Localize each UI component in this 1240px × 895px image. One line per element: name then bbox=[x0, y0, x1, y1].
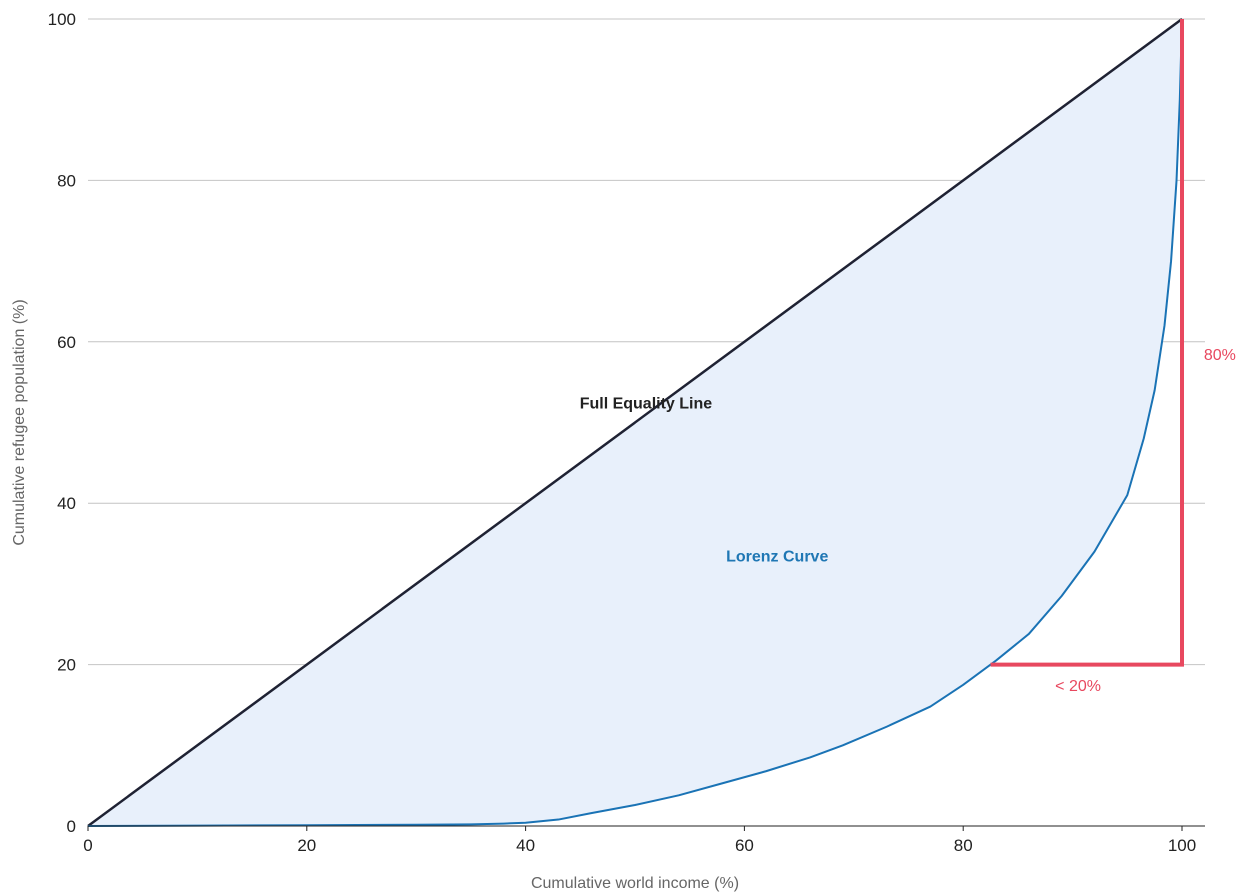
x-tick-label: 20 bbox=[297, 836, 316, 855]
bracket-vertical-label: 80% bbox=[1204, 347, 1236, 364]
annotations: Full Equality Line Lorenz Curve 80% < 20% bbox=[580, 347, 1236, 695]
y-tick-label: 20 bbox=[57, 656, 76, 675]
equality-line bbox=[87, 17, 1183, 828]
equality-line-label: Full Equality Line bbox=[580, 395, 713, 412]
y-tick-label: 60 bbox=[57, 333, 76, 352]
x-tick-label: 80 bbox=[954, 836, 973, 855]
axes: 0 20 40 60 80 100 0 20 40 60 80 100 bbox=[48, 10, 1205, 855]
x-tick-label: 100 bbox=[1168, 836, 1196, 855]
y-tick-label: 80 bbox=[57, 171, 76, 190]
y-tick-label: 0 bbox=[67, 817, 76, 836]
series-lines bbox=[87, 17, 1183, 828]
x-tick-label: 0 bbox=[83, 836, 92, 855]
y-tick-label: 40 bbox=[57, 494, 76, 513]
bracket-line bbox=[990, 19, 1184, 667]
x-tick-label: 40 bbox=[516, 836, 535, 855]
bracket-annotation bbox=[990, 19, 1184, 667]
bracket-horizontal-label: < 20% bbox=[1055, 678, 1101, 695]
x-axis-title: Cumulative world income (%) bbox=[531, 875, 739, 892]
lorenz-curve bbox=[87, 18, 1183, 827]
x-tick-label: 60 bbox=[735, 836, 754, 855]
y-tick-label: 100 bbox=[48, 10, 76, 29]
y-axis-title: Cumulative refugee population (%) bbox=[11, 299, 28, 545]
lorenz-curve-label: Lorenz Curve bbox=[726, 549, 828, 566]
